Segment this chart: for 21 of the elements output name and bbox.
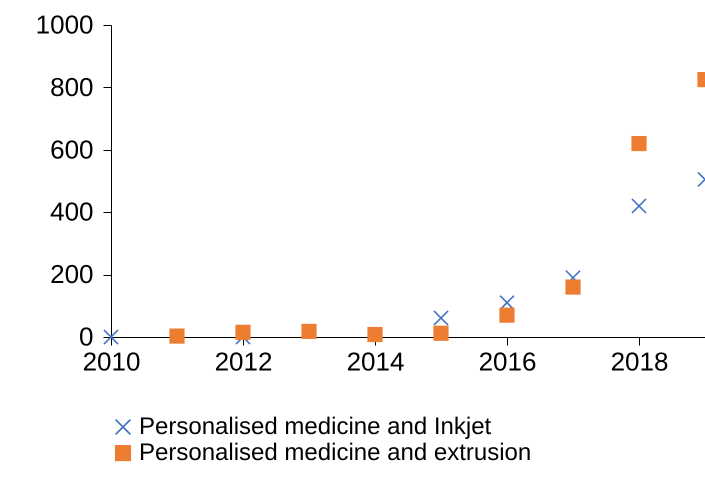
point [235, 324, 251, 340]
legend-label: Personalised medicine and Inkjet [139, 413, 492, 440]
x-tick-label: 2016 [478, 346, 536, 376]
x-tick-label: 2012 [214, 346, 272, 376]
point [631, 136, 647, 152]
y-tick-label: 200 [50, 259, 94, 290]
y-tick-label: 1000 [36, 10, 94, 40]
point [499, 308, 515, 323]
y-tick-label: 600 [50, 134, 94, 164]
point [433, 310, 449, 326]
x-tick-label: 2014 [346, 346, 404, 376]
y-tick-label: 400 [50, 196, 94, 227]
y-tick-label: 800 [50, 72, 94, 102]
legend-label: Personalised medicine and extrusion [139, 439, 532, 466]
x-tick-label: 2018 [610, 346, 668, 376]
point [433, 326, 449, 341]
point [367, 326, 383, 342]
point [301, 324, 317, 339]
point [631, 198, 647, 214]
point [565, 279, 581, 295]
point [169, 328, 185, 344]
